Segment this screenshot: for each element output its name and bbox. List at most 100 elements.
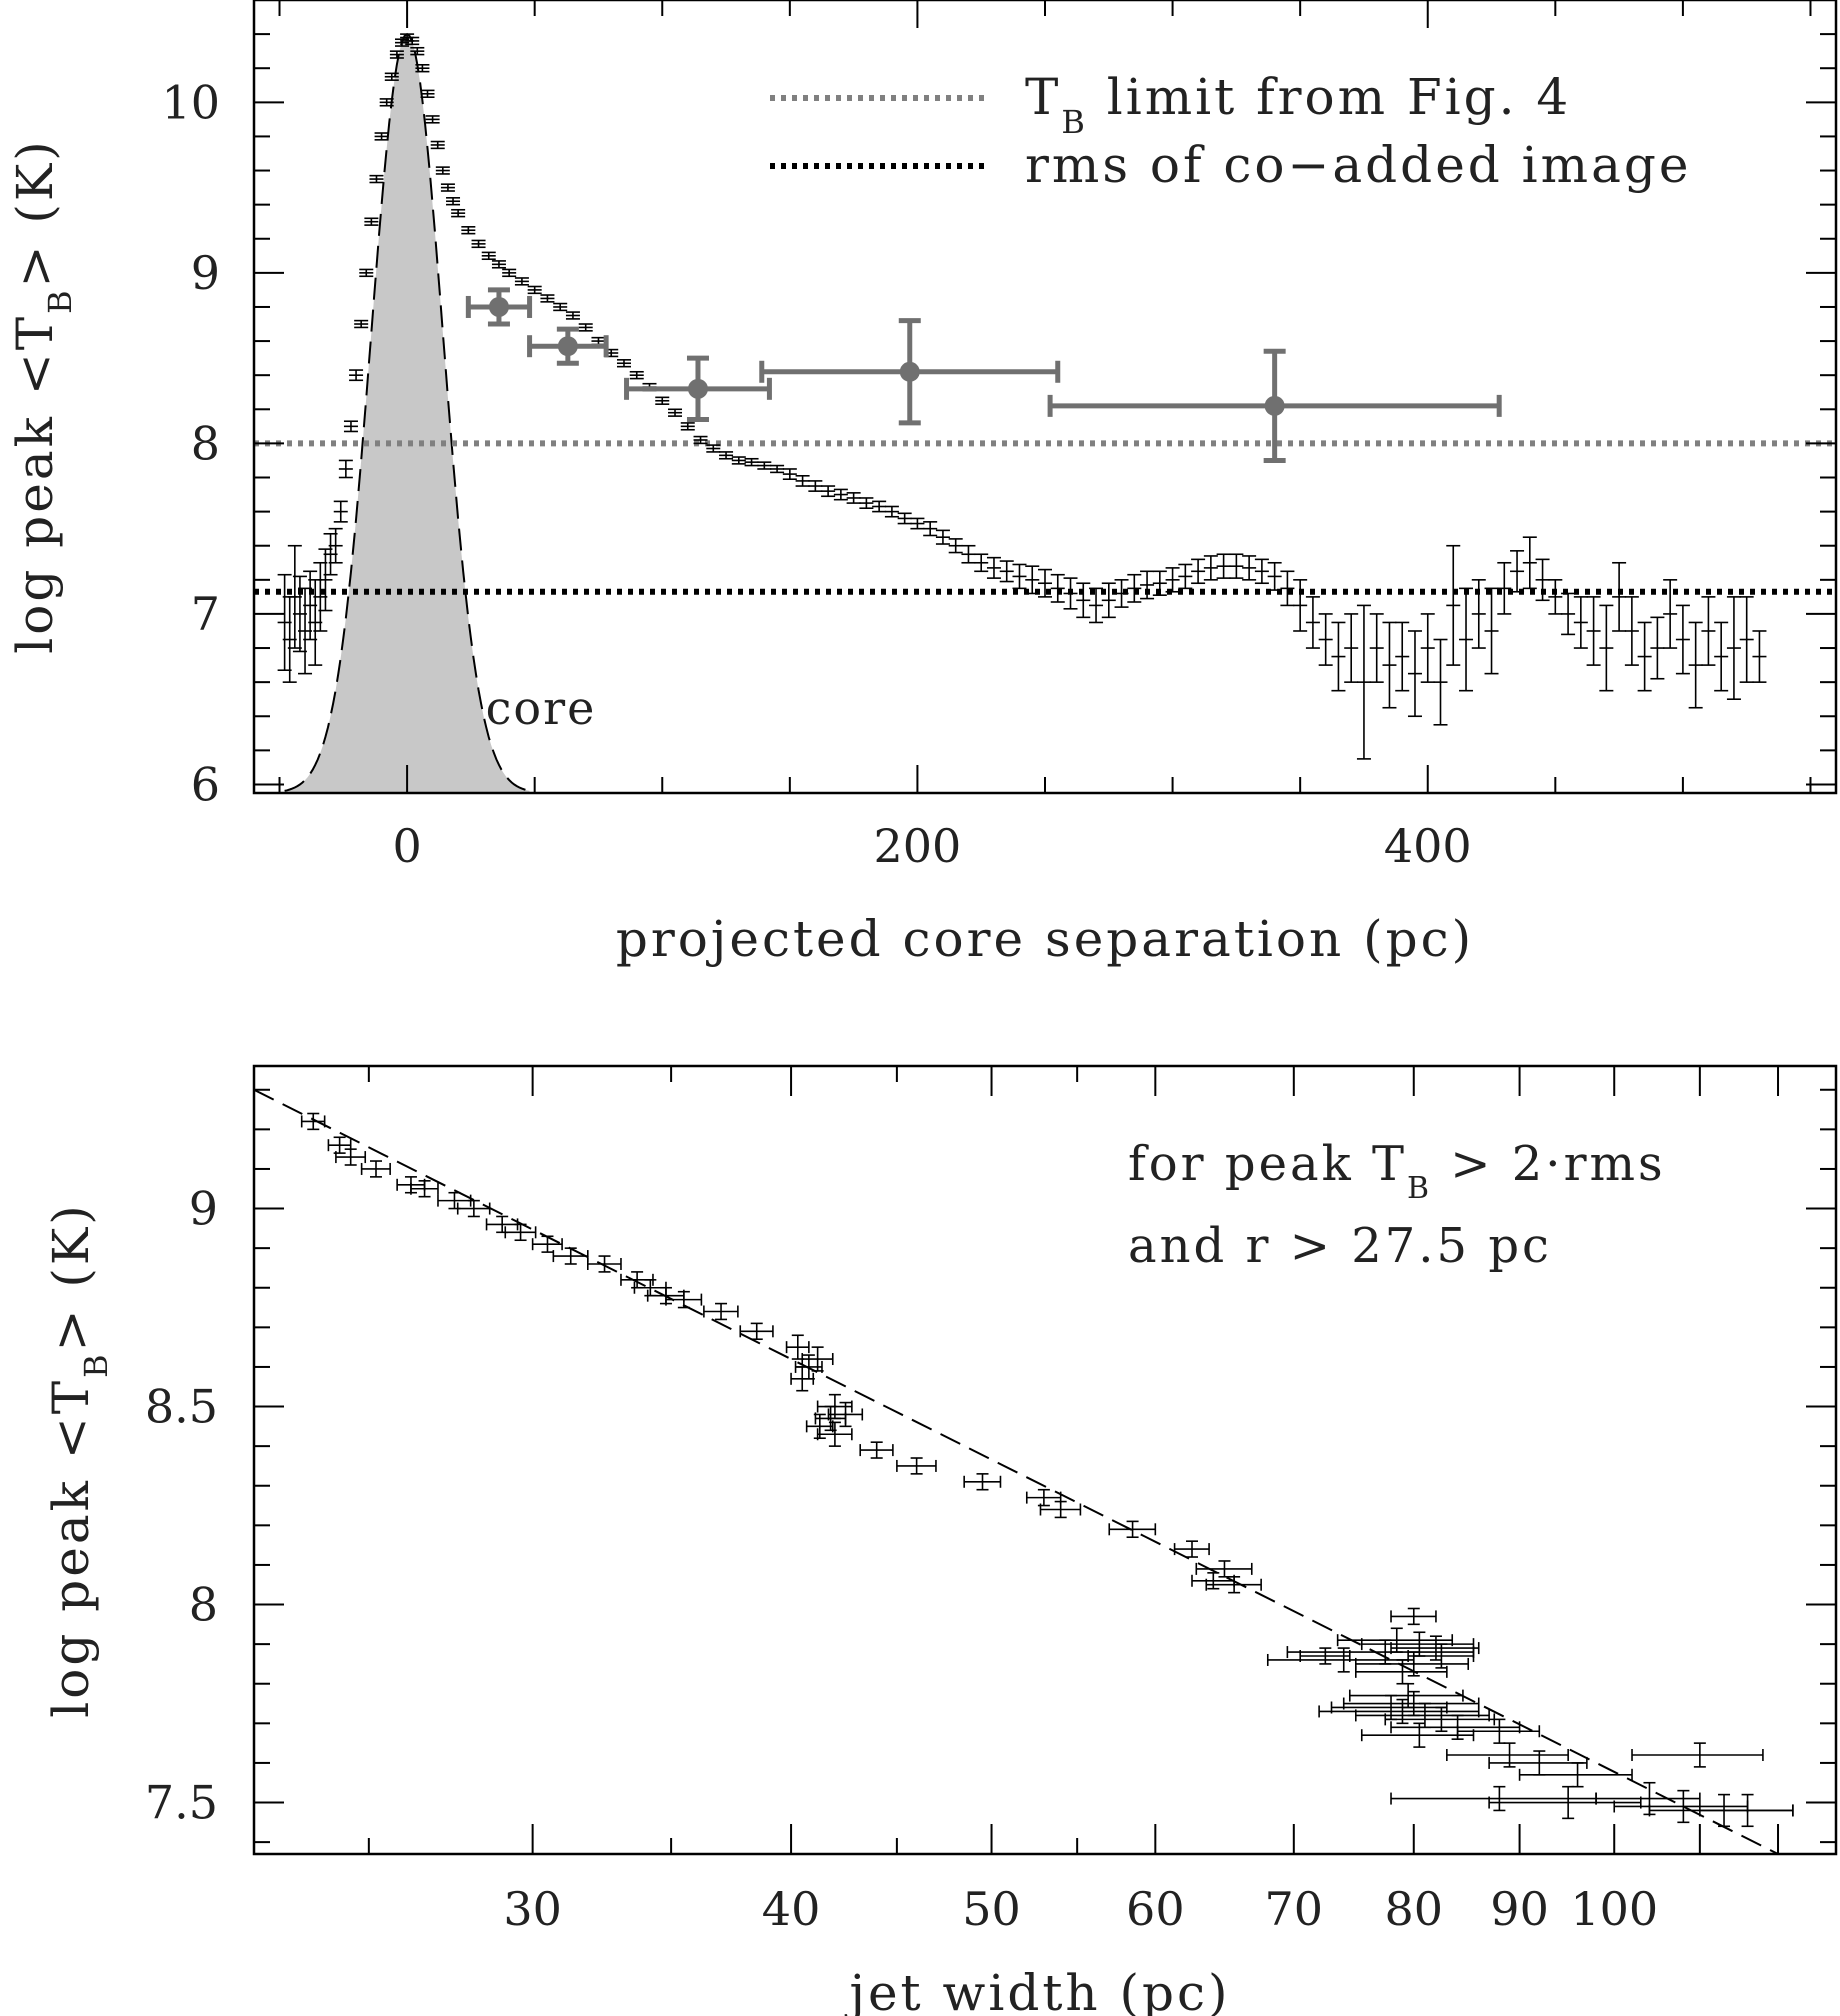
ridge-point: [1076, 582, 1091, 619]
ridge-point: [369, 174, 384, 184]
top-axis-ticks: [254, 0, 1836, 793]
ridge-point: [578, 323, 593, 332]
x-tick-label: 40: [762, 1882, 821, 1936]
ridge-point: [1459, 587, 1474, 692]
ridge-point: [961, 544, 976, 564]
ridge-point: [1688, 621, 1703, 709]
note-line-2: and r > 27.5 pc: [1128, 1218, 1552, 1274]
y-tick-label: 8.5: [145, 1380, 218, 1434]
jet-width-point: [827, 1401, 864, 1428]
ridge-point: [655, 396, 670, 405]
ridge-point: [884, 505, 899, 518]
ridge-point: [1471, 579, 1486, 649]
top-chart: core TB limit from Fig. 4 rms of co−adde…: [6, 0, 1838, 968]
ridge-point: [527, 285, 542, 295]
ridge-point: [481, 251, 496, 261]
ridge-point: [897, 512, 912, 525]
ridge-point: [333, 500, 348, 523]
ridge-point: [1140, 570, 1155, 600]
x-tick-label: 90: [1490, 1882, 1549, 1936]
ridge-point: [1433, 638, 1448, 726]
ridge-point: [1637, 621, 1652, 692]
jet-width-point: [531, 1235, 563, 1253]
jet-width-point: [586, 1255, 622, 1273]
jet-width-point: [790, 1366, 815, 1392]
top-axis-tick-labels: 0 200 400 6 7 8 9 10: [161, 75, 1471, 873]
bottom-chart: for peak TB > 2·rms and r > 27.5 pc 30 40…: [42, 1064, 1838, 2016]
y-tick-label: 6: [191, 757, 220, 811]
jet-width-point: [504, 1223, 537, 1242]
ridge-point: [420, 89, 435, 99]
binned-point: [465, 287, 533, 327]
ridge-point: [1407, 630, 1422, 718]
ridge-point: [440, 183, 455, 192]
x-tick-label: 0: [392, 819, 421, 873]
binned-point: [1047, 348, 1502, 463]
jet-width-point: [1456, 1718, 1541, 1744]
ridge-point: [795, 474, 810, 487]
legend-text-rms: rms of co−added image: [1025, 136, 1692, 194]
ridge-point: [1267, 561, 1282, 591]
jet-width-point: [1039, 1500, 1082, 1519]
ridge-point: [1089, 587, 1104, 624]
binned-point: [527, 326, 609, 366]
ridge-point: [1714, 621, 1729, 692]
jet-width-point: [963, 1473, 1002, 1491]
binned-points: [465, 287, 1502, 463]
ridge-point: [923, 521, 938, 537]
jet-width-point: [1699, 1793, 1794, 1828]
jet-width-point: [410, 1180, 439, 1198]
ridge-point: [1599, 604, 1614, 692]
ridge-point: [1050, 573, 1065, 603]
ridge-point: [1229, 553, 1244, 579]
top-x-axis-label: projected core separation (pc): [616, 910, 1474, 968]
ridge-point: [1497, 561, 1512, 615]
ridge-point: [744, 457, 759, 467]
ridge-point: [1612, 561, 1627, 632]
jet-width-point: [665, 1290, 703, 1309]
ridge-point: [354, 319, 369, 329]
ridge-point: [1675, 604, 1690, 675]
selection-note: for peak TB > 2·rms and r > 27.5 pc: [1128, 1136, 1663, 1274]
jet-width-point: [1195, 1560, 1253, 1578]
ridge-point: [1254, 558, 1269, 585]
jet-width-point: [801, 1346, 834, 1372]
ridge-point: [757, 461, 772, 470]
ridge-point: [1127, 573, 1142, 603]
ridge-point: [405, 36, 420, 46]
jet-width-point: [1360, 1722, 1475, 1748]
ridge-point: [986, 556, 1001, 579]
jet-width-point: [360, 1160, 391, 1178]
jet-width-point: [335, 1148, 367, 1166]
ridge-point: [948, 538, 963, 554]
jet-width-point: [1488, 1785, 1642, 1820]
ridge-point: [859, 497, 874, 510]
fit-line: [254, 1088, 1779, 1854]
y-tick-label: 7: [191, 587, 220, 641]
ridge-point: [364, 217, 379, 226]
ridge-point: [1484, 587, 1499, 675]
jet-width-point: [859, 1441, 894, 1459]
ridge-point: [410, 46, 425, 56]
ridge-point: [1331, 621, 1346, 692]
jet-width-point: [816, 1421, 853, 1447]
ridge-point: [343, 420, 358, 433]
jet-width-point: [300, 1112, 326, 1131]
ridge-point: [999, 560, 1014, 583]
ridge-point: [384, 72, 399, 81]
ridge-point: [514, 277, 529, 286]
ridge-point: [1216, 553, 1231, 579]
x-tick-label: 30: [503, 1882, 562, 1936]
ridge-point: [1420, 613, 1435, 683]
ridge-point: [374, 132, 389, 141]
ridge-point: [1446, 544, 1461, 666]
y-tick-label: 9: [191, 246, 220, 300]
ridge-point: [935, 529, 950, 545]
bottom-plot-frame: [252, 1064, 1838, 1856]
ridge-point: [1101, 582, 1116, 619]
x-tick-label: 80: [1384, 1882, 1443, 1936]
ridge-point: [1739, 596, 1754, 683]
ridge-point: [1318, 613, 1333, 666]
jet-width-point: [1354, 1651, 1470, 1677]
